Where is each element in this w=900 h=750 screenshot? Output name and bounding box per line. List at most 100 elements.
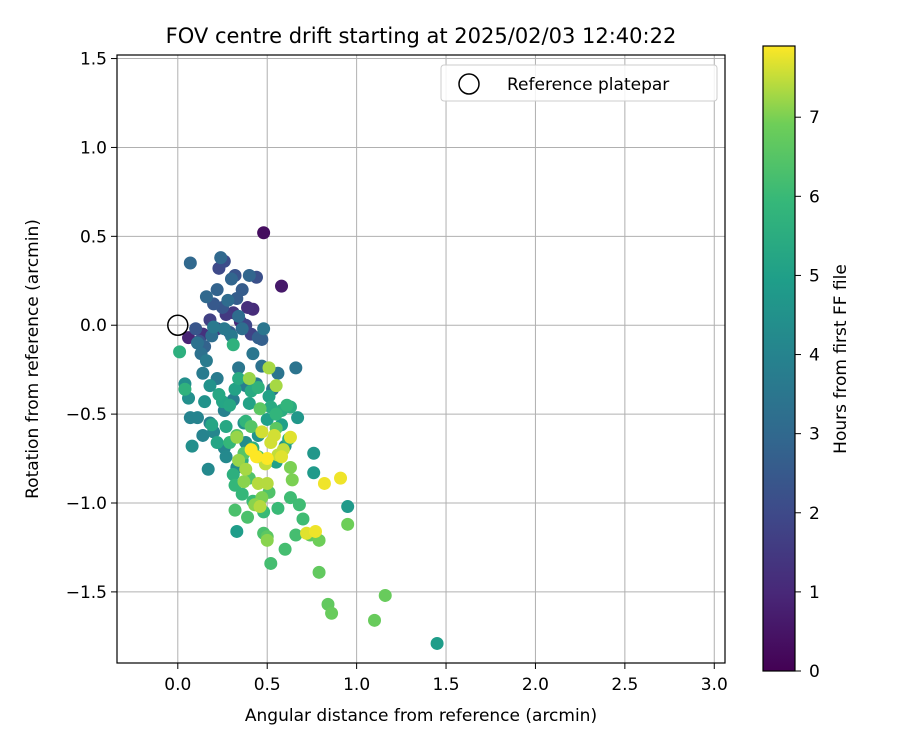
data-point	[257, 226, 271, 240]
data-point	[368, 613, 382, 627]
data-point	[253, 500, 267, 514]
data-point	[221, 293, 235, 307]
data-point	[292, 498, 306, 512]
x-axis-label: Angular distance from reference (arcmin)	[245, 706, 597, 726]
data-point	[317, 476, 331, 490]
data-point	[269, 407, 283, 421]
x-tick-label: 2.0	[522, 675, 549, 695]
data-point	[275, 279, 289, 293]
scatter-points	[173, 226, 444, 650]
data-point	[232, 372, 246, 386]
data-point	[262, 361, 276, 375]
y-tick-label: −1.5	[66, 583, 107, 603]
data-point	[228, 382, 242, 396]
y-tick-label: −0.5	[66, 405, 107, 425]
data-point	[260, 476, 274, 490]
data-point	[264, 556, 278, 570]
data-point	[239, 462, 253, 476]
legend-marker-icon	[458, 73, 480, 95]
data-point	[219, 450, 233, 464]
x-tick-label: 2.5	[611, 675, 638, 695]
data-point	[232, 453, 246, 467]
data-point	[196, 366, 210, 380]
x-tick-label: 1.0	[343, 675, 370, 695]
data-point	[283, 491, 297, 505]
legend-label: Reference platepar	[507, 75, 669, 95]
x-tick-label: 0.5	[254, 675, 281, 695]
data-point	[291, 411, 305, 425]
data-point	[289, 528, 303, 542]
data-point	[264, 436, 278, 450]
data-point	[232, 309, 246, 323]
data-point	[201, 462, 215, 476]
data-point	[196, 428, 210, 442]
data-point	[210, 283, 224, 297]
data-point	[242, 268, 256, 282]
data-point	[341, 517, 355, 531]
data-point	[312, 565, 326, 579]
data-point	[251, 380, 265, 394]
data-point	[283, 460, 297, 474]
data-point	[246, 347, 260, 361]
colorbar-tick-label: 2	[809, 504, 820, 524]
data-point	[214, 251, 228, 265]
y-tick-label: 0.0	[80, 316, 107, 336]
data-point	[228, 503, 242, 517]
data-point	[199, 354, 213, 368]
data-point	[217, 322, 231, 336]
y-axis-label: Rotation from reference (arcmin)	[23, 219, 43, 499]
data-point	[255, 425, 269, 439]
data-point	[341, 500, 355, 514]
x-tick-label: 3.0	[701, 675, 728, 695]
data-point	[219, 420, 233, 434]
data-point	[190, 336, 204, 350]
colorbar-tick-label: 5	[809, 266, 820, 286]
data-point	[255, 332, 269, 346]
legend-box	[440, 64, 718, 102]
colorbar-tick-label: 6	[809, 187, 820, 207]
data-point	[212, 388, 226, 402]
data-point	[207, 320, 221, 334]
data-point	[198, 395, 212, 409]
data-point	[203, 379, 217, 393]
data-point	[183, 256, 197, 270]
y-tick-label: 1.5	[80, 50, 107, 70]
data-point	[242, 396, 256, 410]
data-point	[237, 475, 251, 489]
colorbar-tick-label: 0	[809, 662, 820, 682]
data-point	[307, 466, 321, 480]
y-tick-label: 1.0	[80, 138, 107, 158]
data-point	[260, 533, 274, 547]
data-point	[230, 430, 244, 444]
data-point	[230, 524, 244, 538]
data-point	[244, 443, 258, 457]
data-point	[185, 439, 199, 453]
data-point	[241, 510, 255, 524]
data-point	[269, 379, 283, 393]
x-tick-label: 0.0	[164, 675, 191, 695]
data-point	[325, 606, 339, 620]
data-point	[334, 471, 348, 485]
data-point	[224, 272, 238, 286]
y-tick-label: −1.0	[66, 494, 107, 514]
colorbar-tick-label: 1	[809, 583, 820, 603]
data-point	[283, 430, 297, 444]
reference-platepar-marker	[167, 314, 189, 336]
data-point	[378, 588, 392, 602]
data-point	[242, 372, 256, 386]
colorbar-tick-label: 3	[809, 425, 820, 445]
data-point	[244, 420, 258, 434]
colorbar-tick-label: 7	[809, 108, 820, 128]
x-tick-label: 1.5	[433, 675, 460, 695]
plot-frame	[116, 54, 726, 664]
colorbar-tick-label: 4	[809, 346, 820, 366]
data-point	[205, 418, 219, 432]
colorbar-label: Hours from first FF file	[831, 264, 851, 454]
data-point	[241, 300, 255, 314]
data-point	[260, 452, 274, 466]
legend: Reference platepar	[440, 64, 718, 102]
data-point	[253, 402, 267, 416]
data-point	[285, 473, 299, 487]
data-point	[226, 338, 240, 352]
